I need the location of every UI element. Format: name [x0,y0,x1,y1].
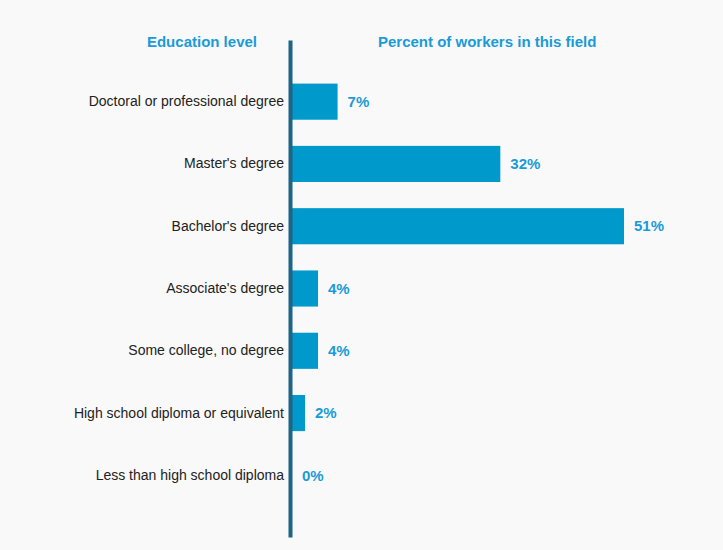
tick-label: Doctoral or professional degree [89,93,285,109]
x-axis-title: Percent of workers in this field [378,33,596,50]
chart: Doctoral or professional degree Master's … [0,0,723,550]
bar [292,208,624,244]
data-labels: 7% 32% 51% 4% 4% 2% 0% [302,93,664,484]
tick-label: Master's degree [184,155,284,171]
tick-label: Bachelor's degree [172,218,285,234]
tick: Doctoral or professional degree [89,93,285,109]
tick-label: Associate's degree [166,280,284,296]
data-label: 32% [510,155,540,172]
y-axis-title: Education level [147,33,257,50]
tick: Some college, no degree [128,342,284,358]
data-label: 2% [315,404,337,421]
data-label: 51% [634,217,664,234]
bar [292,395,305,431]
tick-label: High school diploma or equivalent [74,405,284,421]
bar [292,146,500,182]
tick-label: Some college, no degree [128,342,284,358]
data-label: 4% [328,280,350,297]
data-label: 4% [328,342,350,359]
y-axis: Doctoral or professional degree Master's … [74,41,291,538]
tick-label: Less than high school diploma [96,467,285,483]
tick: Associate's degree [166,280,284,296]
bar [292,333,318,369]
bars [292,84,624,432]
bar [292,84,338,120]
tick: Less than high school diploma [96,467,285,483]
tick: High school diploma or equivalent [74,405,284,421]
data-label: 7% [348,93,370,110]
bar [292,270,318,306]
tick: Bachelor's degree [172,218,285,234]
tick: Master's degree [184,155,284,171]
data-label: 0% [302,467,324,484]
axis-line [289,41,293,538]
